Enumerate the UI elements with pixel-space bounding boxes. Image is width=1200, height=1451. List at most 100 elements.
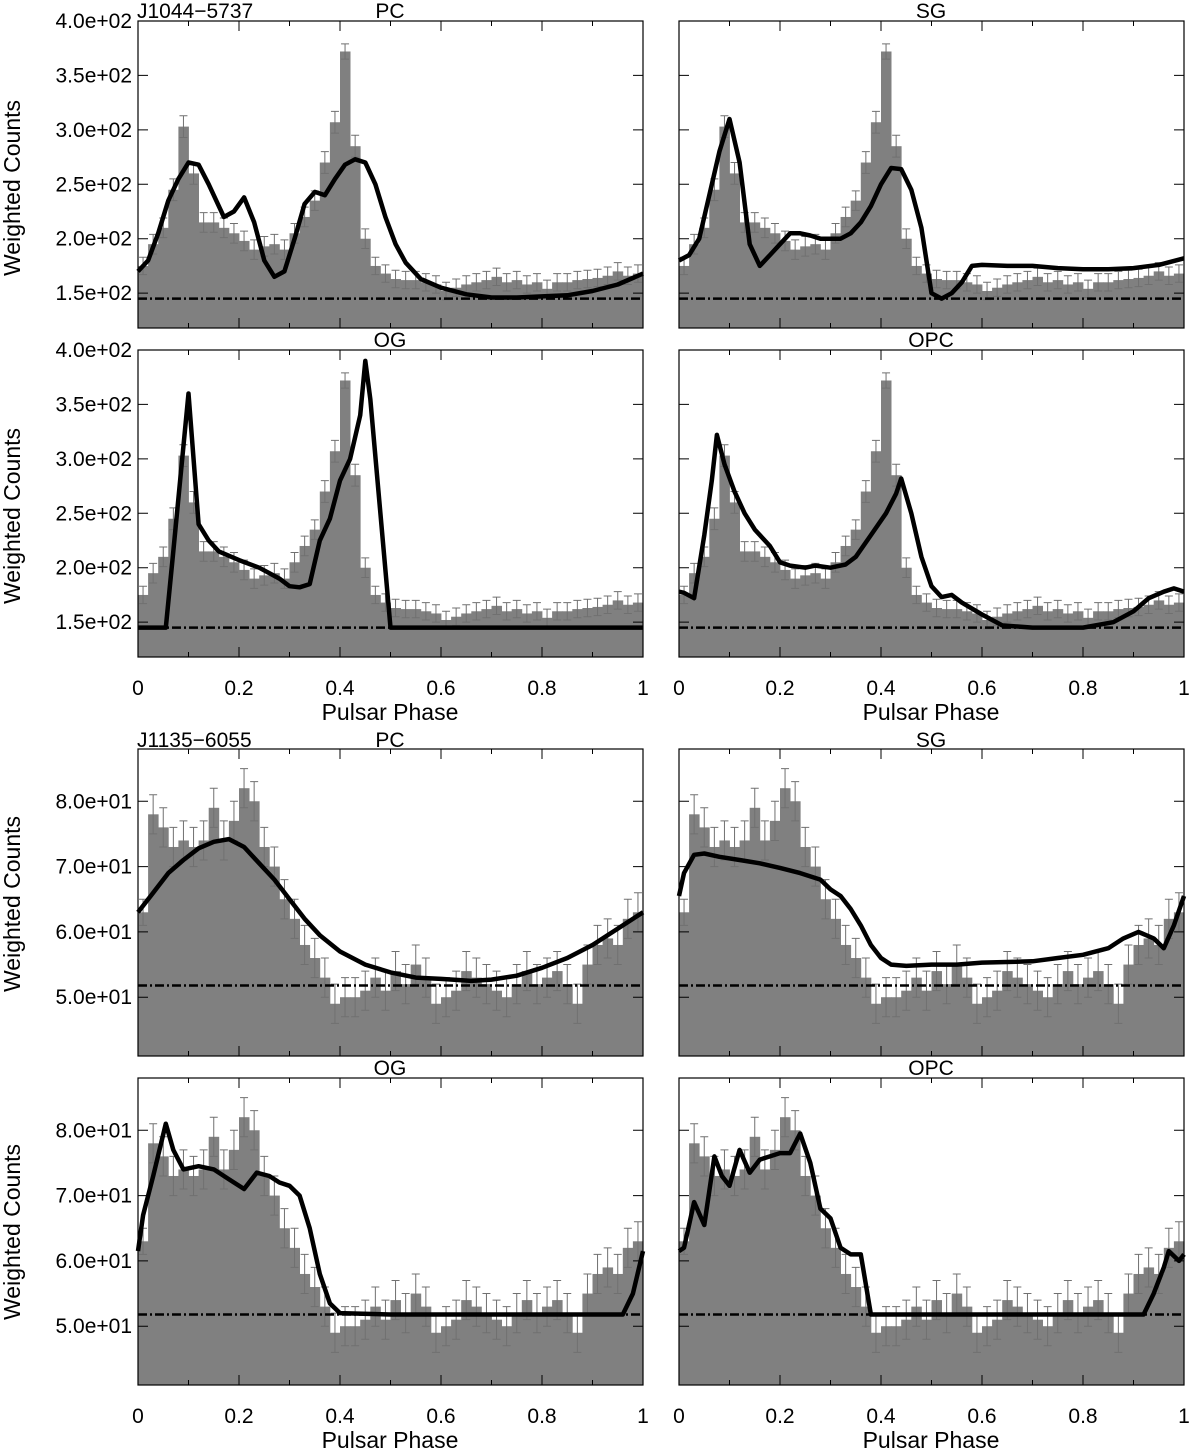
error-bar-opc-row4	[1084, 1286, 1093, 1327]
histogram-bar-pc-row1	[582, 279, 593, 328]
histogram-bar-opc-row2	[992, 616, 1003, 657]
histogram-bar-og-row2	[572, 609, 583, 657]
error-bar-opc-row4	[1013, 1286, 1022, 1327]
histogram-bar-opc-row2	[800, 575, 811, 657]
histogram-bar-pc-row1	[552, 282, 563, 328]
error-bar-og-row4	[280, 1208, 289, 1249]
histogram-bar-pc-row3	[420, 977, 432, 1056]
histogram-bar-sg-row3	[810, 866, 821, 1056]
error-bar-pc-row1	[583, 269, 592, 289]
histogram-bar-og-row4	[208, 1136, 220, 1385]
error-bar-sg-row1	[791, 239, 800, 260]
histogram-bar-sg-row3	[749, 807, 761, 1056]
error-bar-pc-row3	[401, 964, 410, 1005]
panel-title-og-bottom: OG	[374, 1057, 407, 1080]
error-bar-sg-row3	[972, 983, 981, 1024]
histogram-bar-og-row2	[279, 578, 290, 657]
histogram-bar-opc-row4	[780, 1117, 791, 1385]
pulsar-name-top: J1044−5737	[137, 0, 253, 23]
histogram-bar-og-row4	[451, 1319, 462, 1385]
histogram-bar-opc-row4	[800, 1175, 811, 1385]
error-bar-sg-row3	[1003, 950, 1012, 992]
error-bar-pc-row3	[462, 950, 471, 992]
y-tick-label-og-row4: 7.0e+01	[56, 1185, 133, 1208]
histogram-bar-og-row2	[521, 613, 533, 657]
histogram-bar-sg-row1	[860, 162, 872, 328]
histogram-bar-pc-row3	[340, 997, 351, 1056]
histogram-bar-opc-row2	[780, 569, 791, 657]
histogram-bar-sg-row1	[1052, 280, 1064, 328]
histogram-bar-pc-row1	[471, 282, 482, 328]
error-bar-sg-row1	[912, 256, 921, 276]
x-tick-label-opc-row4: 0.2	[765, 1405, 794, 1428]
error-bar-sg-row1	[892, 134, 901, 158]
histogram-bar-opc-row4	[1173, 1241, 1185, 1385]
error-bar-og-row2	[159, 546, 168, 568]
y-tick-label-pc-row1: 4.0e+02	[56, 10, 133, 33]
histogram-bar-og-row4	[542, 1306, 553, 1385]
error-bar-sg-row1	[871, 110, 880, 134]
histogram-bar-og-row2	[622, 604, 634, 657]
error-bar-sg-row3	[1073, 964, 1082, 1005]
histogram-bar-opc-row4	[901, 1319, 912, 1385]
histogram-bar-opc-row4	[1022, 1313, 1033, 1385]
histogram-bar-og-row4	[259, 1175, 270, 1385]
panel-og-row2: 1.5e+02 2.0e+02 2.5e+02 3.0e+02 3.5e+02 4.0e+…	[56, 339, 649, 700]
histogram-bar-opc-row2	[881, 380, 892, 657]
histogram-bar-sg-row1	[1012, 282, 1023, 328]
histogram-bar-og-row2	[461, 613, 472, 657]
error-bar-sg-row1	[972, 275, 981, 294]
x-tick-label-og-row2: 0.2	[224, 677, 253, 700]
histogram-bar-pc-row3	[451, 990, 462, 1056]
error-bar-sg-row3	[993, 970, 1002, 1011]
error-bar-sg-row1	[1063, 275, 1072, 294]
histogram-bar-opc-row2	[689, 573, 700, 657]
x-tick-label-opc-row2: 1	[1178, 677, 1190, 700]
error-bar-sg-row3	[1104, 964, 1113, 1005]
histogram-bar-opc-row4	[1093, 1300, 1104, 1385]
error-bar-sg-row1	[861, 151, 870, 174]
histogram-bar-og-row2	[259, 575, 270, 657]
histogram-bar-pc-row1	[602, 275, 614, 328]
x-tick-label-opc-row4: 0.8	[1068, 1405, 1097, 1428]
x-tick-label-og-row4: 0.2	[224, 1405, 253, 1428]
error-bar-pc-row1	[381, 264, 390, 283]
histogram-bar-sg-row1	[921, 273, 932, 328]
histogram-bar-og-row2	[441, 619, 452, 657]
error-bar-pc-row1	[613, 262, 622, 281]
error-bar-opc-row2	[1094, 602, 1103, 621]
histogram-bar-og-row4	[390, 1300, 401, 1385]
histogram-bar-pc-row3	[521, 971, 533, 1056]
histogram-bar-pc-row1	[178, 126, 189, 328]
histogram-bar-sg-row3	[699, 827, 710, 1056]
histogram-bar-sg-row1	[1163, 275, 1175, 328]
error-bar-pc-row3	[189, 826, 198, 868]
histogram-bar-opc-row4	[1123, 1293, 1134, 1385]
error-bar-og-row2	[351, 463, 360, 487]
histogram-bar-og-row4	[410, 1293, 422, 1385]
histogram-bar-og-row2	[168, 518, 179, 657]
error-bar-opc-row2	[841, 535, 850, 557]
histogram-bar-pc-row1	[138, 265, 149, 328]
error-bar-pc-row3	[553, 950, 562, 992]
histogram-bar-pc-row3	[309, 958, 321, 1056]
histogram-bar-sg-row3	[951, 964, 963, 1056]
histogram-bar-og-row4	[138, 1241, 149, 1385]
error-bar-sg-row3	[1013, 957, 1022, 998]
panel-pc-row1: 1.5e+02 2.0e+02 2.5e+02 3.0e+02 3.5e+02 4.0e+…	[56, 10, 644, 329]
histogram-bar-opc-row2	[1052, 609, 1064, 657]
histogram-bar-sg-row1	[689, 244, 700, 328]
histogram-bar-sg-row1	[1042, 282, 1054, 328]
error-bar-og-row4	[603, 1247, 612, 1288]
x-tick-label-opc-row2: 0.8	[1068, 677, 1097, 700]
histogram-bar-sg-row1	[699, 227, 710, 328]
error-bar-og-row2	[341, 372, 350, 389]
error-bar-opc-row2	[760, 546, 769, 568]
error-bar-opc-row2	[1104, 602, 1113, 621]
histogram-bar-opc-row4	[679, 1241, 690, 1385]
histogram-bar-opc-row4	[1072, 1313, 1084, 1385]
error-bar-og-row2	[563, 602, 572, 621]
histogram-bar-og-row4	[279, 1228, 290, 1385]
histogram-bar-opc-row2	[729, 502, 740, 657]
histogram-bar-og-row2	[218, 556, 230, 657]
